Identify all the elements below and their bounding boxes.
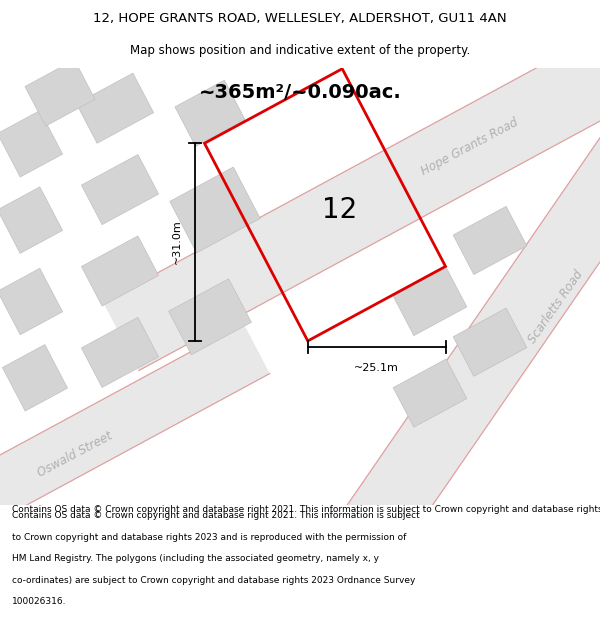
Text: Hope Grants Road: Hope Grants Road (419, 116, 521, 178)
Polygon shape (0, 68, 600, 505)
Polygon shape (393, 359, 467, 427)
Polygon shape (82, 236, 158, 306)
Polygon shape (0, 323, 270, 564)
Polygon shape (453, 308, 527, 376)
Polygon shape (0, 111, 62, 177)
Text: ~31.0m: ~31.0m (172, 220, 182, 264)
Text: 100026316.: 100026316. (12, 598, 67, 606)
Text: Contains OS data © Crown copyright and database right 2021. This information is : Contains OS data © Crown copyright and d… (12, 511, 420, 520)
Polygon shape (25, 60, 95, 126)
Text: 12: 12 (322, 196, 358, 224)
Polygon shape (82, 154, 158, 224)
Polygon shape (453, 206, 527, 274)
Polygon shape (0, 187, 62, 253)
Text: ~25.1m: ~25.1m (354, 362, 399, 372)
Text: to Crown copyright and database rights 2023 and is reproduced with the permissio: to Crown copyright and database rights 2… (12, 532, 406, 542)
Polygon shape (76, 73, 154, 143)
Text: Scarletts Road: Scarletts Road (526, 268, 586, 346)
Polygon shape (0, 268, 62, 335)
Polygon shape (2, 344, 68, 411)
Text: ~365m²/~0.090ac.: ~365m²/~0.090ac. (199, 83, 401, 102)
Text: Map shows position and indicative extent of the property.: Map shows position and indicative extent… (130, 44, 470, 57)
Polygon shape (82, 318, 158, 388)
Polygon shape (175, 80, 245, 146)
Polygon shape (170, 167, 260, 253)
Text: Oswald Street: Oswald Street (35, 429, 115, 479)
Text: Contains OS data © Crown copyright and database right 2021. This information is : Contains OS data © Crown copyright and d… (12, 505, 600, 514)
Text: co-ordinates) are subject to Crown copyright and database rights 2023 Ordnance S: co-ordinates) are subject to Crown copyr… (12, 576, 415, 585)
Text: 12, HOPE GRANTS ROAD, WELLESLEY, ALDERSHOT, GU11 4AN: 12, HOPE GRANTS ROAD, WELLESLEY, ALDERSH… (93, 12, 507, 26)
Polygon shape (393, 268, 467, 336)
Polygon shape (169, 279, 251, 355)
Polygon shape (341, 48, 600, 555)
Polygon shape (103, 0, 600, 371)
Text: HM Land Registry. The polygons (including the associated geometry, namely x, y: HM Land Registry. The polygons (includin… (12, 554, 379, 563)
